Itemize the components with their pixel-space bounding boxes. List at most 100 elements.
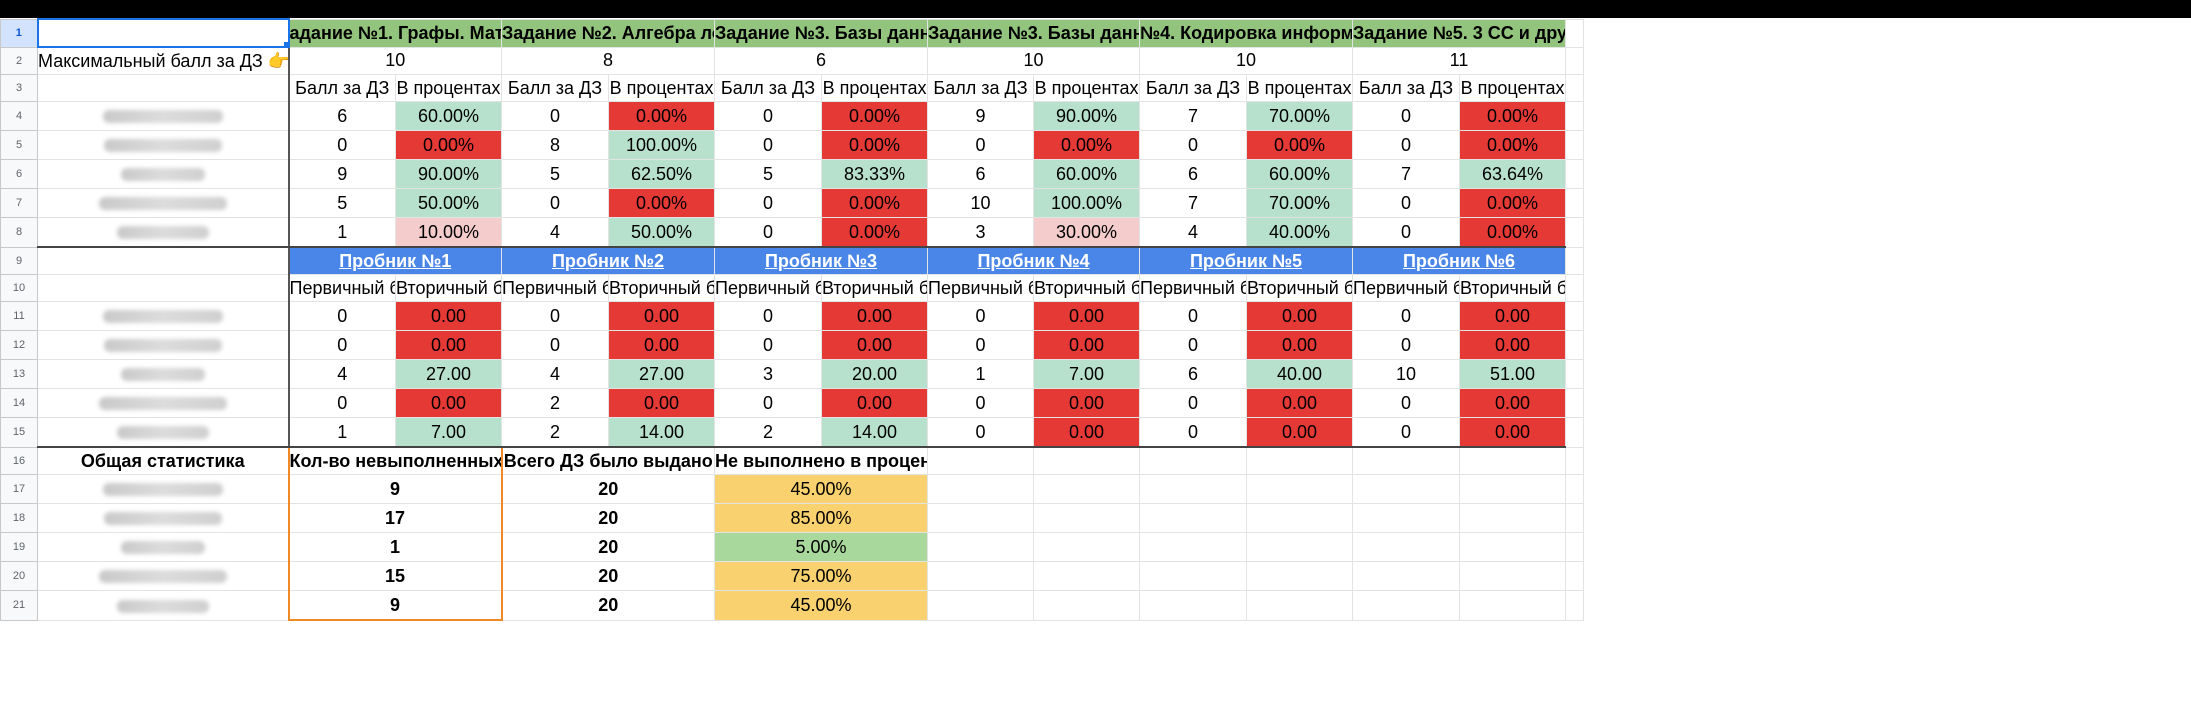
hw-score-cell[interactable]: 4: [1139, 217, 1248, 248]
hw-percent-cell[interactable]: 0.00%: [821, 217, 929, 248]
secondary-score-cell[interactable]: 40.00: [1246, 359, 1354, 389]
trailing-cell[interactable]: [1565, 46, 1585, 75]
trailing-cell[interactable]: [1565, 217, 1585, 248]
secondary-score-cell[interactable]: 0.00: [395, 388, 502, 418]
hw-percent-header[interactable]: В процентах: [607, 74, 716, 102]
secondary-score-cell[interactable]: 20.00: [821, 359, 929, 389]
primary-score-cell[interactable]: 3: [714, 359, 823, 389]
trailing-cell[interactable]: [1565, 474, 1585, 504]
secondary-score-cell[interactable]: 0.00: [1459, 330, 1567, 360]
stats-col-percent[interactable]: Не выполнено в процентах: [714, 446, 929, 475]
empty-cell[interactable]: [1246, 446, 1354, 475]
empty-cell[interactable]: [1139, 590, 1248, 621]
max-score-label[interactable]: Максимальный балл за ДЗ 👉: [37, 46, 289, 75]
primary-score-cell[interactable]: 0: [501, 330, 609, 360]
primary-score-cell[interactable]: 0: [714, 388, 823, 418]
hw-score-header[interactable]: Балл за ДЗ: [714, 74, 823, 102]
primary-score-cell[interactable]: 2: [714, 417, 823, 448]
row-header-19[interactable]: 19: [0, 532, 38, 562]
empty-cell[interactable]: [1139, 503, 1248, 533]
trailing-cell[interactable]: [1565, 130, 1585, 160]
empty-cell[interactable]: [1246, 503, 1354, 533]
hw-percent-cell[interactable]: 70.00%: [1246, 101, 1354, 131]
homework-header-5[interactable]: №4. Кодировка информации. Усло: [1139, 18, 1354, 48]
row-header-16[interactable]: 16: [0, 446, 38, 475]
undone-percent-cell[interactable]: 85.00%: [714, 503, 929, 533]
hw-score-cell[interactable]: 0: [1352, 188, 1461, 218]
empty-cell[interactable]: [1459, 561, 1567, 591]
empty-cell[interactable]: [1246, 561, 1354, 591]
secondary-score-cell[interactable]: 0.00: [1033, 388, 1141, 418]
hw-score-cell[interactable]: 5: [287, 188, 396, 218]
secondary-score-header[interactable]: Вторичный балл: [607, 274, 716, 302]
primary-score-header[interactable]: Первичный балл: [1352, 274, 1461, 302]
hw-percent-cell[interactable]: 0.00%: [821, 130, 929, 160]
max-score-6[interactable]: 11: [1352, 46, 1567, 75]
primary-score-cell[interactable]: 0: [1352, 388, 1461, 418]
hw-score-cell[interactable]: 9: [287, 159, 396, 189]
hw-score-cell[interactable]: 4: [501, 217, 609, 248]
secondary-score-cell[interactable]: 27.00: [395, 359, 502, 389]
homework-header-3[interactable]: Задание №3. Базы данных: [714, 18, 929, 48]
undone-percent-cell[interactable]: 75.00%: [714, 561, 929, 591]
row-header-4[interactable]: 4: [0, 101, 38, 131]
hw-score-cell[interactable]: 7: [1139, 101, 1248, 131]
stats-col-undone[interactable]: Кол-во невыполненных ДЗ: [287, 446, 503, 475]
hw-score-cell[interactable]: 0: [714, 101, 823, 131]
undone-count-cell[interactable]: 15: [287, 561, 503, 591]
cell-a1-selected[interactable]: [36, 18, 290, 48]
hw-percent-cell[interactable]: 60.00%: [1033, 159, 1141, 189]
total-assigned-cell[interactable]: 20: [500, 590, 716, 621]
primary-score-cell[interactable]: 10: [1352, 359, 1461, 389]
hw-percent-header[interactable]: В процентах: [1033, 74, 1141, 102]
hw-percent-cell[interactable]: 0.00%: [395, 130, 502, 160]
hw-percent-cell[interactable]: 0.00%: [607, 188, 716, 218]
secondary-score-cell[interactable]: 0.00: [607, 330, 716, 360]
primary-score-header[interactable]: Первичный балл: [927, 274, 1035, 302]
primary-score-cell[interactable]: 0: [1352, 301, 1461, 331]
student-name-cell[interactable]: [37, 130, 289, 160]
student-name-cell[interactable]: [37, 590, 289, 621]
row-header-1[interactable]: 1: [0, 18, 38, 48]
hw-percent-cell[interactable]: 0.00%: [821, 188, 929, 218]
primary-score-cell[interactable]: 0: [1352, 330, 1461, 360]
hw-percent-cell[interactable]: 90.00%: [1033, 101, 1141, 131]
hw-score-header[interactable]: Балл за ДЗ: [1352, 74, 1461, 102]
empty-cell[interactable]: [1459, 474, 1567, 504]
stats-col-total[interactable]: Всего ДЗ было выдано: [500, 446, 716, 475]
hw-score-cell[interactable]: 0: [714, 130, 823, 160]
hw-score-cell[interactable]: 6: [927, 159, 1035, 189]
primary-score-cell[interactable]: 0: [501, 301, 609, 331]
student-name-cell[interactable]: [37, 217, 289, 248]
row-header-5[interactable]: 5: [0, 130, 38, 160]
cell-a9[interactable]: [37, 246, 289, 275]
primary-score-cell[interactable]: 0: [714, 330, 823, 360]
primary-score-header[interactable]: Первичный балл: [714, 274, 823, 302]
hw-percent-cell[interactable]: 100.00%: [1033, 188, 1141, 218]
empty-cell[interactable]: [927, 474, 1035, 504]
row-header-20[interactable]: 20: [0, 561, 38, 591]
primary-score-cell[interactable]: 0: [927, 301, 1035, 331]
secondary-score-cell[interactable]: 0.00: [1459, 417, 1567, 448]
secondary-score-header[interactable]: Вторичный балл: [395, 274, 502, 302]
student-name-cell[interactable]: [37, 503, 289, 533]
row-header-11[interactable]: 11: [0, 301, 38, 331]
empty-cell[interactable]: [1139, 532, 1248, 562]
primary-score-cell[interactable]: 1: [927, 359, 1035, 389]
hw-percent-cell[interactable]: 0.00%: [1246, 130, 1354, 160]
hw-score-header[interactable]: Балл за ДЗ: [501, 74, 609, 102]
empty-cell[interactable]: [1033, 561, 1141, 591]
secondary-score-cell[interactable]: 0.00: [821, 330, 929, 360]
probnik-header-1[interactable]: Пробник №1: [287, 246, 502, 275]
primary-score-cell[interactable]: 0: [714, 301, 823, 331]
hw-score-cell[interactable]: 0: [927, 130, 1035, 160]
empty-cell[interactable]: [927, 532, 1035, 562]
hw-percent-cell[interactable]: 70.00%: [1246, 188, 1354, 218]
trailing-cell[interactable]: [1565, 188, 1585, 218]
homework-header-1[interactable]: адание №1. Графы. Матрица смежно: [287, 18, 502, 48]
empty-cell[interactable]: [1459, 446, 1567, 475]
primary-score-cell[interactable]: 0: [1352, 417, 1461, 448]
max-score-1[interactable]: 10: [287, 46, 502, 75]
row-header-9[interactable]: 9: [0, 246, 38, 275]
hw-percent-cell[interactable]: 62.50%: [607, 159, 716, 189]
